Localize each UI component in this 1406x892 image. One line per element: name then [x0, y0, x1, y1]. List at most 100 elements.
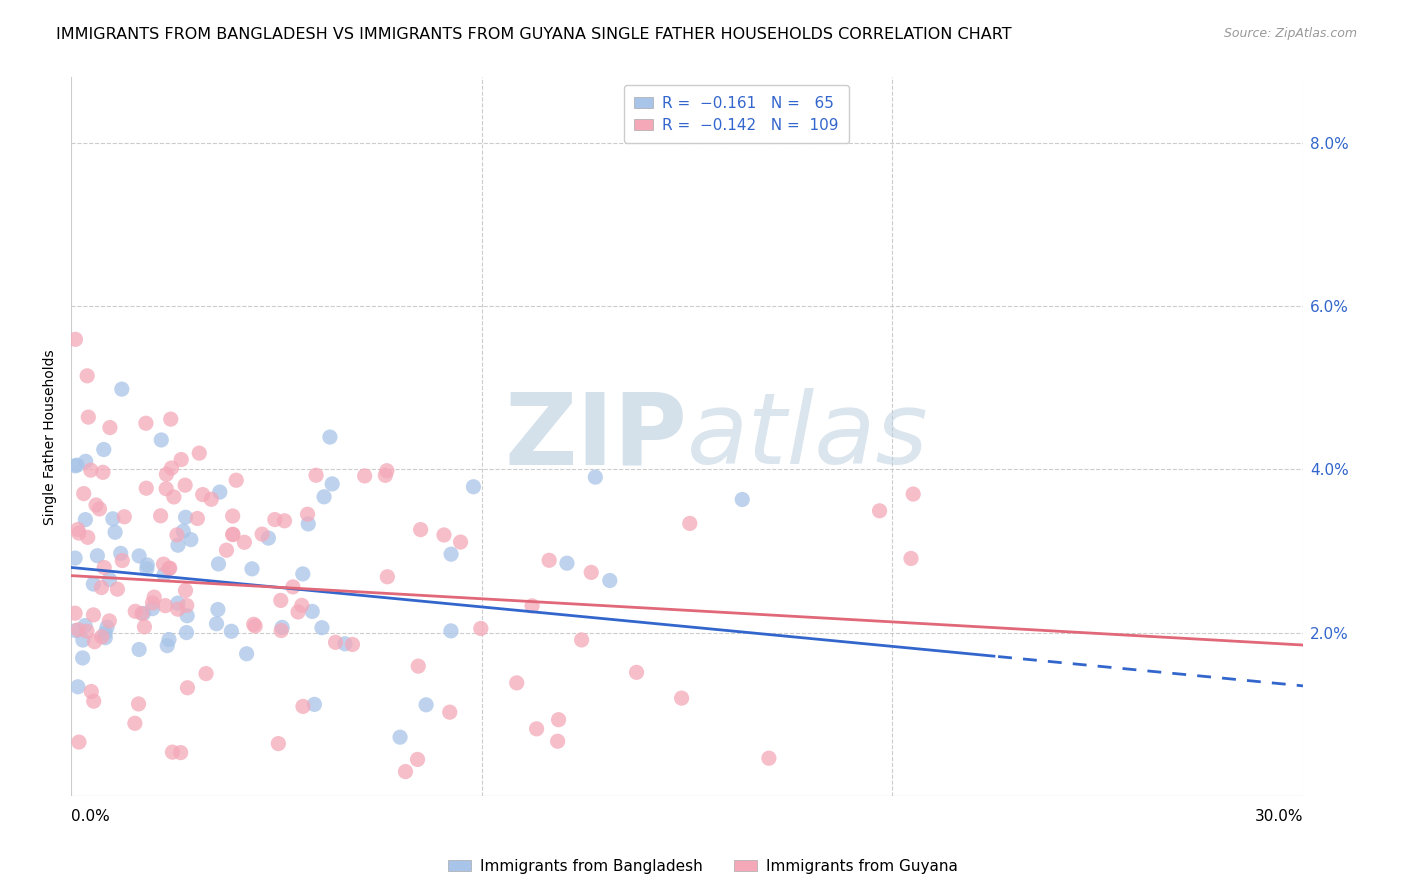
Point: [207, 602, 229, 616]
Point: [166, 596, 188, 610]
Point: [96, 620, 118, 634]
Point: [91, 465, 114, 479]
Point: [90, 630, 112, 644]
Point: [671, 691, 693, 706]
Point: [901, 487, 924, 501]
Point: [186, 511, 208, 525]
Point: [67, 526, 90, 541]
Point: [104, 525, 127, 540]
Point: [195, 666, 218, 681]
Point: [134, 620, 156, 634]
Point: [152, 557, 174, 571]
Point: [222, 527, 245, 541]
Point: [176, 681, 198, 695]
Point: [291, 699, 314, 714]
Point: [291, 566, 314, 581]
Point: [571, 632, 593, 647]
Point: [157, 561, 180, 575]
Point: [415, 698, 437, 712]
Point: [76, 624, 98, 639]
Point: [250, 527, 273, 541]
Point: [242, 617, 264, 632]
Point: [389, 730, 412, 744]
Point: [82, 577, 104, 591]
Point: [257, 531, 280, 545]
Point: [263, 512, 285, 526]
Point: [353, 469, 375, 483]
Point: [374, 468, 396, 483]
Point: [538, 553, 561, 567]
Point: [94, 631, 117, 645]
Point: [463, 480, 485, 494]
Point: [132, 607, 155, 621]
Point: [93, 442, 115, 457]
Point: [297, 516, 319, 531]
Point: [75, 618, 97, 632]
Point: [174, 510, 197, 524]
Point: [215, 543, 238, 558]
Point: [506, 676, 529, 690]
Point: [440, 547, 463, 561]
Point: [128, 642, 150, 657]
Y-axis label: Single Father Households: Single Father Households: [44, 349, 58, 524]
Point: [180, 533, 202, 547]
Point: [63, 458, 86, 473]
Point: [233, 535, 256, 549]
Point: [869, 504, 891, 518]
Point: [76, 530, 98, 544]
Point: [77, 410, 100, 425]
Point: [304, 698, 326, 712]
Point: [470, 622, 492, 636]
Point: [150, 433, 173, 447]
Point: [176, 608, 198, 623]
Point: [301, 604, 323, 618]
Point: [128, 549, 150, 563]
Point: [72, 633, 94, 648]
Point: [163, 490, 186, 504]
Point: [433, 528, 456, 542]
Point: [297, 507, 319, 521]
Point: [90, 581, 112, 595]
Point: [207, 557, 229, 571]
Point: [172, 524, 194, 538]
Point: [439, 705, 461, 719]
Point: [267, 737, 290, 751]
Point: [98, 614, 121, 628]
Point: [159, 412, 181, 426]
Point: [221, 624, 243, 639]
Point: [65, 624, 87, 638]
Point: [287, 605, 309, 619]
Point: [409, 523, 432, 537]
Point: [547, 713, 569, 727]
Point: [66, 523, 89, 537]
Point: [131, 607, 153, 621]
Point: [176, 625, 198, 640]
Point: [225, 473, 247, 487]
Text: ZIP: ZIP: [505, 388, 688, 485]
Point: [174, 583, 197, 598]
Point: [406, 659, 429, 673]
Point: [319, 430, 342, 444]
Point: [63, 551, 86, 566]
Point: [243, 619, 266, 633]
Point: [66, 458, 89, 472]
Point: [375, 570, 398, 584]
Point: [205, 616, 228, 631]
Point: [176, 599, 198, 613]
Point: [170, 452, 193, 467]
Point: [599, 574, 621, 588]
Point: [155, 599, 177, 613]
Point: [63, 606, 86, 620]
Point: [105, 582, 128, 597]
Point: [581, 566, 603, 580]
Point: [67, 735, 90, 749]
Point: [222, 527, 245, 541]
Point: [80, 684, 103, 698]
Point: [270, 593, 292, 607]
Point: [162, 745, 184, 759]
Point: [188, 446, 211, 460]
Point: [626, 665, 648, 680]
Point: [167, 538, 190, 552]
Point: [311, 621, 333, 635]
Point: [128, 697, 150, 711]
